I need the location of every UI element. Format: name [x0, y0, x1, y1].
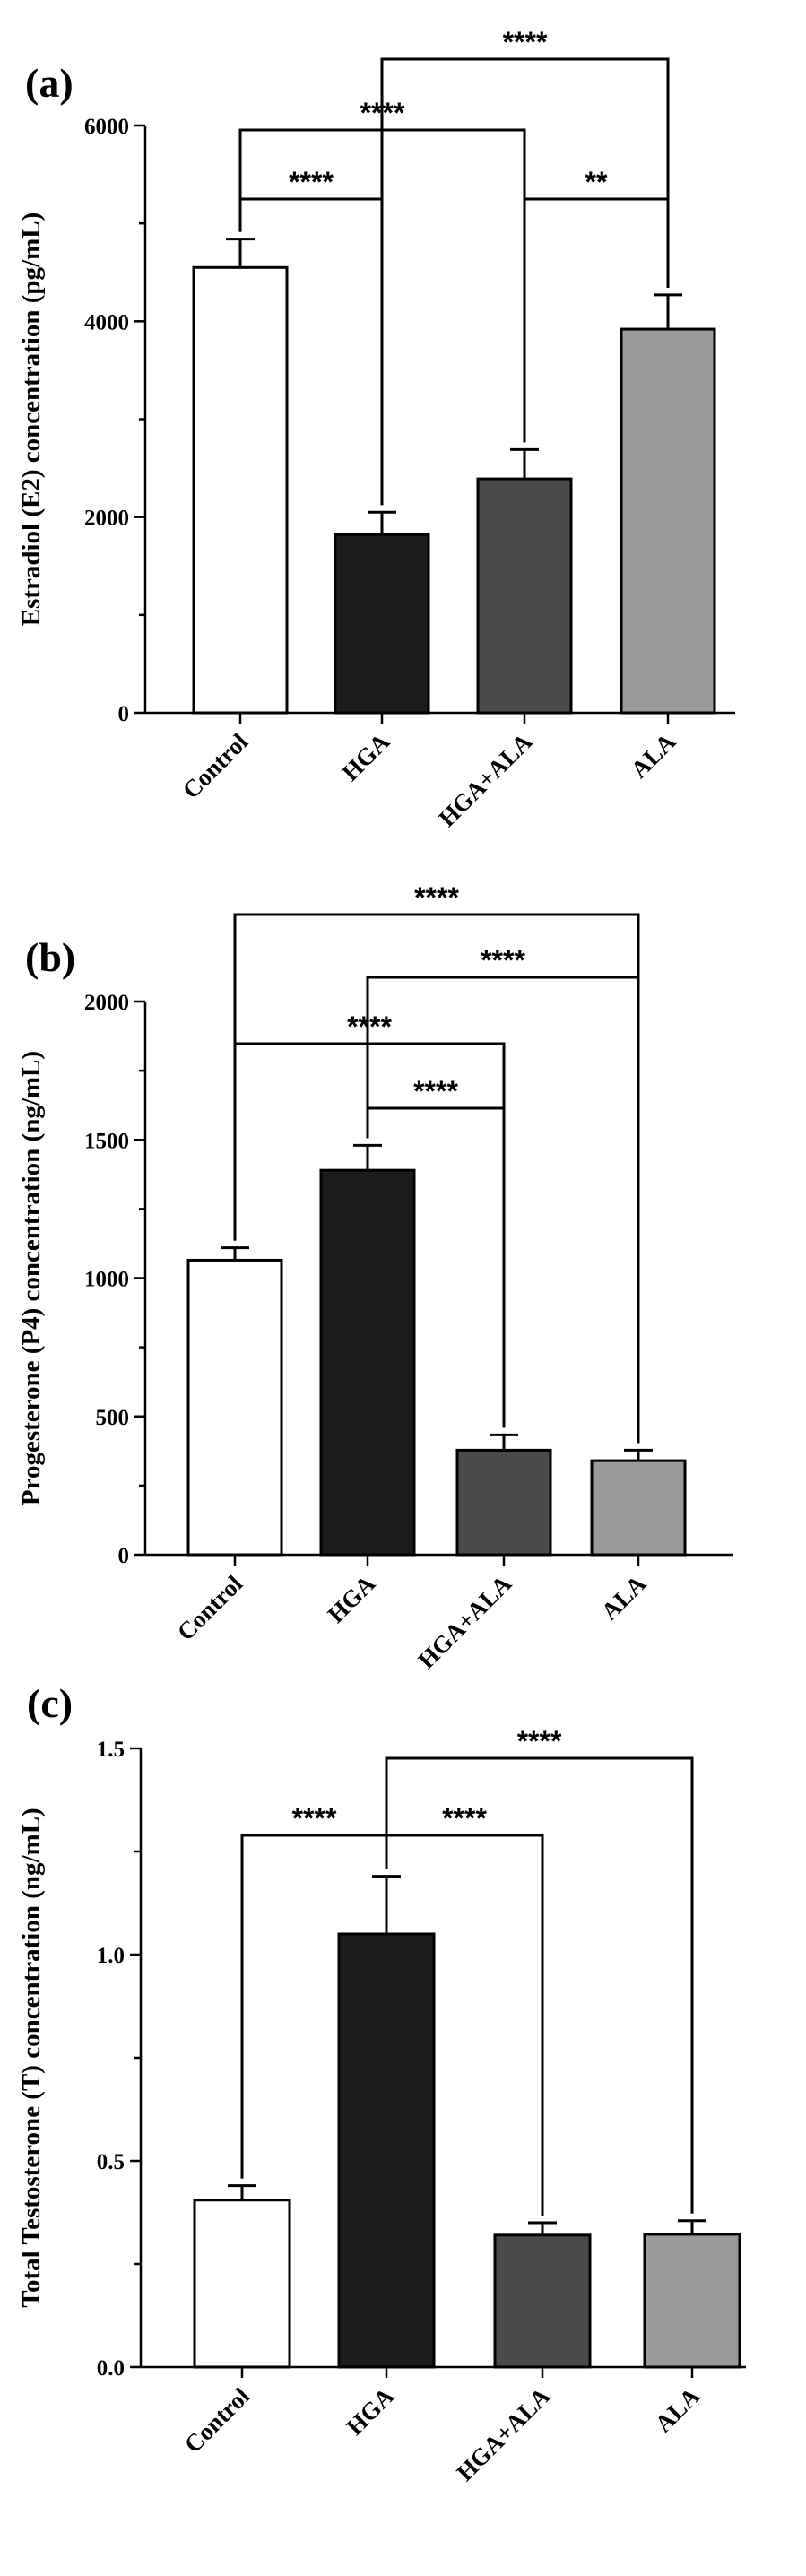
- y-tick-label: 6000: [84, 115, 129, 139]
- significance-label: ****: [442, 1802, 487, 1834]
- bar-control: [193, 2199, 291, 2369]
- y-tick-label: 500: [96, 1406, 130, 1430]
- significance-label: **: [585, 166, 608, 198]
- chart-panel-3: (c) Total Testosterone (T) concentration …: [17, 1680, 746, 2486]
- chart-panel-1: (a) Estradiol (E2) concentration (pg/mL) 0…: [17, 26, 735, 832]
- y-tick-label: 4000: [84, 310, 129, 334]
- panel-label: (a): [25, 60, 74, 106]
- x-tick-label: Control: [178, 728, 254, 804]
- bar-ala: [590, 1459, 687, 1557]
- bar-hga-ala: [493, 2233, 592, 2369]
- y-tick-label: 0.5: [97, 2150, 125, 2174]
- bar-ala: [643, 2233, 741, 2369]
- bar-hga: [337, 1932, 436, 2369]
- significance-label: ****: [413, 1075, 458, 1107]
- significance-label: ****: [481, 944, 525, 976]
- y-axis-label: Progesterone (P4) concentration (ng/mL): [17, 1051, 46, 1505]
- bar-control: [186, 1258, 283, 1557]
- x-tick-label: HGA: [342, 2382, 400, 2441]
- x-tick-label: HGA+ALA: [433, 728, 537, 832]
- x-tick-label: Control: [172, 1570, 248, 1646]
- panel-label: (b): [25, 934, 75, 980]
- panel-label: (c): [27, 1680, 73, 1726]
- x-tick-label: ALA: [626, 728, 681, 784]
- bar-ala: [620, 327, 716, 715]
- x-tick-label: HGA+ALA: [412, 1570, 516, 1674]
- x-tick-label: ALA: [650, 2382, 706, 2438]
- y-axis-label: Estradiol (E2) concentration (pg/mL): [17, 212, 46, 627]
- bar-hga: [319, 1168, 416, 1557]
- bar-hga: [334, 533, 430, 715]
- bar-hga-ala: [455, 1448, 552, 1557]
- significance-label: ****: [292, 1802, 337, 1834]
- y-tick-label: 2000: [84, 991, 129, 1015]
- bar-hga-ala: [476, 477, 573, 715]
- significance-label: ****: [289, 166, 334, 198]
- chart-panel-2: (b) Progesterone (P4) concentration (ng/m…: [17, 881, 733, 1674]
- significance-bracket: [385, 1756, 694, 2214]
- significance-bracket: [233, 913, 640, 1444]
- y-tick-label: 1.5: [97, 1738, 125, 1762]
- significance-label: ****: [517, 1725, 562, 1757]
- y-tick-label: 1000: [84, 1268, 129, 1292]
- y-tick-label: 1.0: [97, 1944, 125, 1968]
- x-tick-label: HGA: [337, 728, 395, 786]
- significance-label: ****: [414, 881, 459, 914]
- y-tick-label: 0: [118, 702, 130, 726]
- x-tick-label: HGA+ALA: [451, 2382, 555, 2486]
- significance-label: ****: [503, 26, 548, 58]
- y-tick-label: 0.0: [97, 2356, 125, 2381]
- y-axis-label: Total Testosterone (T) concentration (ng…: [17, 1808, 46, 2307]
- x-tick-label: ALA: [596, 1570, 652, 1626]
- x-tick-label: Control: [179, 2382, 256, 2459]
- x-tick-label: HGA: [323, 1570, 381, 1628]
- y-tick-label: 0: [118, 1544, 130, 1568]
- significance-label: ****: [347, 1010, 392, 1043]
- y-tick-label: 2000: [84, 507, 129, 531]
- significance-bracket: [380, 57, 670, 506]
- bar-control: [192, 265, 289, 715]
- y-tick-label: 1500: [84, 1129, 129, 1153]
